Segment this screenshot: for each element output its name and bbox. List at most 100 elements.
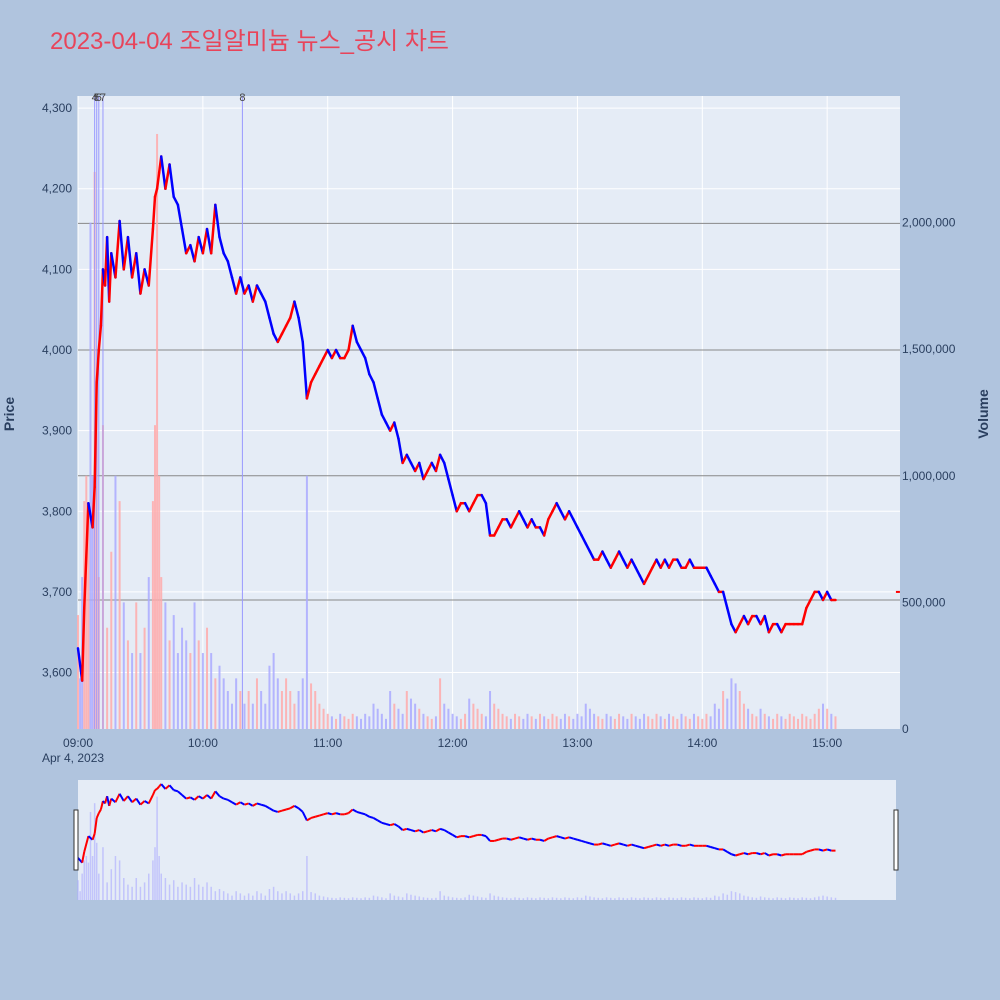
price-segment bbox=[642, 574, 650, 586]
mini-price-segment bbox=[556, 835, 562, 839]
mini-volume-bar bbox=[285, 891, 287, 900]
mini-volume-bar bbox=[505, 897, 508, 900]
news-marker-label: 6 bbox=[96, 92, 102, 104]
volume-bar bbox=[493, 703, 496, 729]
price-series bbox=[76, 155, 900, 682]
mini-price-segment bbox=[818, 848, 824, 852]
price-segment bbox=[418, 461, 425, 481]
volume-bar bbox=[389, 691, 392, 729]
volume-bar bbox=[805, 716, 808, 729]
mini-price-segment bbox=[235, 801, 241, 806]
news-marker-label: 4 bbox=[92, 92, 98, 104]
mini-volume-bar bbox=[148, 873, 150, 900]
mini-price-segment bbox=[347, 808, 354, 814]
mini-volume-bar bbox=[705, 897, 708, 900]
volume-bar bbox=[634, 716, 637, 729]
mini-volume-bar bbox=[630, 897, 633, 900]
mini-price-segment bbox=[548, 836, 553, 840]
mini-volume-bar bbox=[834, 897, 837, 900]
volume-bar bbox=[172, 615, 175, 729]
volume-bar bbox=[368, 716, 371, 729]
mini-volume-bar bbox=[297, 893, 300, 900]
volume-bar bbox=[834, 716, 837, 729]
volume-bar bbox=[588, 708, 591, 729]
mini-price-segment bbox=[447, 831, 454, 836]
volume-bar bbox=[455, 716, 458, 729]
mini-volume-bar bbox=[360, 898, 362, 900]
mini-price-segment bbox=[473, 833, 478, 838]
volume-bar bbox=[126, 640, 129, 729]
mini-price-segment bbox=[418, 829, 424, 834]
mini-volume-bar bbox=[152, 860, 154, 900]
mini-volume-bar bbox=[418, 896, 421, 900]
price-segment bbox=[155, 171, 161, 190]
volume-bar bbox=[85, 475, 88, 729]
mini-price-segment bbox=[297, 807, 304, 813]
volume-bar bbox=[593, 713, 596, 729]
mini-volume-bar bbox=[247, 893, 250, 900]
volume-bar bbox=[476, 708, 479, 729]
price-segment bbox=[497, 518, 504, 529]
volume-bar bbox=[77, 615, 79, 729]
mini-volume-bar bbox=[335, 898, 337, 900]
range-slider[interactable] bbox=[78, 780, 896, 900]
mini-volume-bar bbox=[726, 894, 729, 900]
range-slider-left-handle[interactable] bbox=[73, 809, 79, 871]
mini-volume-bar bbox=[751, 897, 753, 900]
mini-volume-bar bbox=[172, 880, 175, 900]
time-tick-label: 12:00 bbox=[438, 736, 468, 750]
range-slider-right-handle[interactable] bbox=[893, 809, 899, 871]
mini-volume-bar bbox=[451, 897, 454, 900]
mini-price-segment bbox=[331, 812, 337, 816]
volume-bar bbox=[709, 716, 712, 729]
mini-volume-bar bbox=[747, 896, 749, 900]
volume-bar bbox=[156, 133, 159, 730]
volume-bar bbox=[663, 718, 666, 729]
price-segment bbox=[239, 276, 246, 295]
volume-bar bbox=[289, 691, 292, 729]
volume-bar bbox=[414, 703, 417, 729]
mini-volume-bar bbox=[776, 897, 778, 900]
mini-volume-bar bbox=[85, 856, 88, 900]
time-axis: 09:00 10:00 11:00 12:00 13:00 14:00 15:00 bbox=[63, 736, 843, 750]
mini-volume-bar bbox=[443, 895, 446, 900]
mini-volume-bar bbox=[522, 898, 525, 900]
price-segment bbox=[313, 364, 321, 376]
mini-price-segment bbox=[364, 813, 370, 818]
mini-price-segment bbox=[518, 836, 524, 840]
mini-price-segment bbox=[543, 837, 549, 842]
volume-bar bbox=[443, 703, 446, 729]
mini-price-segment bbox=[427, 829, 433, 833]
mini-volume-bar bbox=[81, 873, 83, 900]
mini-price-segment bbox=[635, 844, 641, 848]
mini-volume-bar bbox=[410, 894, 412, 900]
mini-price-segment bbox=[647, 844, 653, 848]
mini-price-segment bbox=[223, 797, 229, 801]
volume-bar bbox=[405, 691, 408, 729]
mini-price-segment bbox=[822, 848, 828, 852]
mini-volume-bar bbox=[154, 847, 156, 900]
volume-bar bbox=[472, 703, 475, 729]
price-segment bbox=[97, 324, 103, 352]
mini-volume-bar bbox=[659, 897, 662, 900]
mini-volume-bar bbox=[805, 897, 808, 900]
mini-price-segment bbox=[431, 829, 437, 833]
volume-bar bbox=[251, 703, 254, 729]
volume-bar bbox=[738, 691, 741, 729]
volume-bar bbox=[434, 716, 437, 729]
mini-volume-bar bbox=[793, 897, 795, 900]
mini-price-segment bbox=[668, 843, 674, 847]
price-segment bbox=[576, 526, 583, 537]
mini-volume-bar bbox=[301, 891, 304, 900]
mini-volume-bar bbox=[406, 893, 408, 900]
mini-price-segment bbox=[256, 802, 262, 806]
volume-bar bbox=[826, 708, 829, 729]
mini-price-segment bbox=[127, 795, 133, 803]
mini-volume-bar bbox=[127, 884, 129, 900]
mini-price-segment bbox=[581, 839, 587, 844]
price-segment bbox=[542, 518, 550, 537]
mini-price-segment bbox=[589, 842, 595, 846]
volume-bar bbox=[168, 640, 171, 729]
mini-price-segment bbox=[91, 833, 96, 841]
